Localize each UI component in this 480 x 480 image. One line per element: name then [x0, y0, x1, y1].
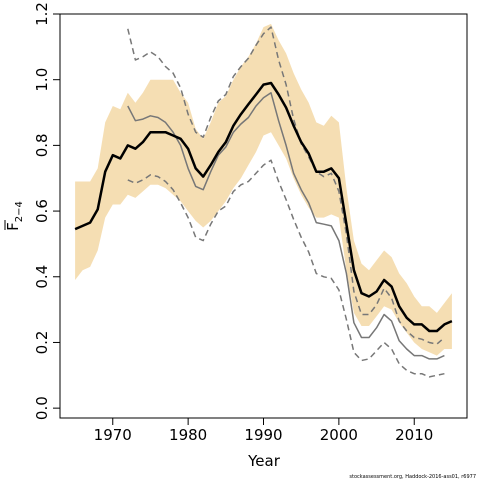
y-tick-label: 0.6 [33, 199, 51, 223]
y-tick-label: 0.0 [33, 396, 51, 420]
main-line [74, 81, 453, 333]
y-axis-title-subscript: 2−4 [14, 201, 25, 222]
confidence-band-layer [75, 23, 452, 356]
x-axis-title: Year [247, 452, 281, 470]
x-tick-label: 2010 [395, 426, 433, 444]
retro-lower-line [127, 159, 445, 378]
x-tick-label: 1990 [244, 426, 282, 444]
retro-upper-line [127, 26, 445, 345]
x-tick-label: 1980 [169, 426, 207, 444]
x-tick-label: 1970 [94, 426, 132, 444]
footer-credit: stockassessment.org, Haddock-2016-ass01,… [349, 474, 476, 480]
y-tick-label: 1.2 [33, 2, 51, 26]
svg-text:F2−4: F2−4 [4, 201, 25, 231]
y-tick-label: 0.4 [33, 265, 51, 289]
y-tick-label: 0.2 [33, 331, 51, 355]
y-axis-title-main: F [4, 222, 22, 231]
y-axis: 0.0 0.2 0.4 0.6 0.8 1.0 1.2 [33, 2, 60, 420]
retro-line [127, 92, 445, 360]
y-tick-label: 0.8 [33, 133, 51, 157]
x-tick-label: 2000 [320, 426, 358, 444]
y-tick-label: 1.0 [33, 68, 51, 92]
confidence-band [75, 23, 452, 356]
y-axis-title: F2−4 [4, 201, 25, 231]
series-layer [74, 26, 453, 378]
x-axis: 1970 1980 1990 2000 2010 [94, 418, 433, 444]
